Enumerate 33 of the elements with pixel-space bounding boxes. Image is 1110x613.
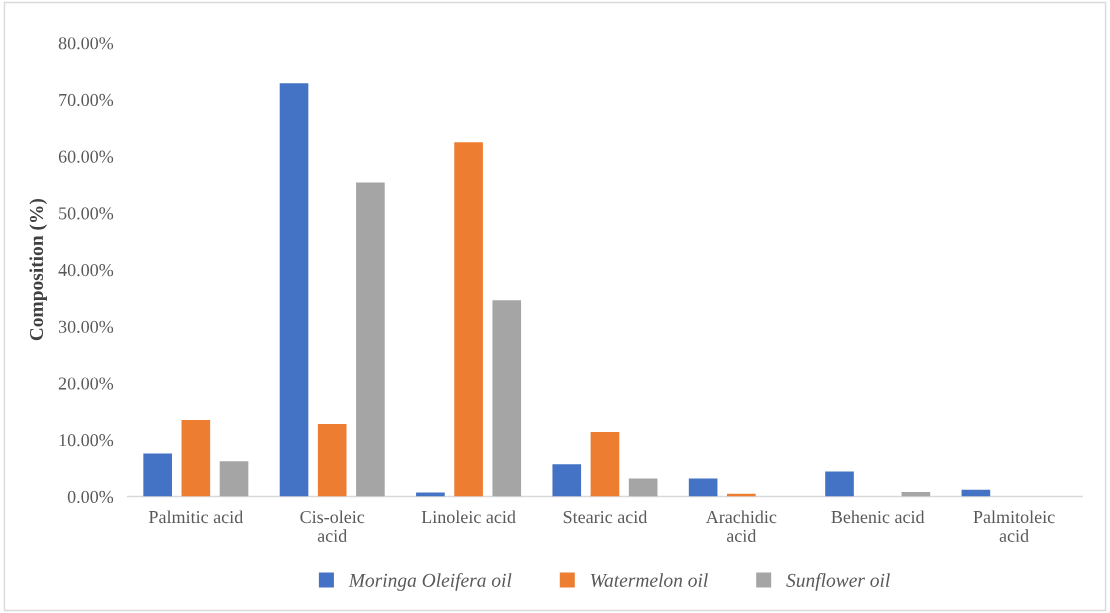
bar (143, 453, 172, 497)
y-tick-label: 10.00% (59, 434, 114, 447)
bar (454, 142, 483, 497)
x-tick-label: Linoleic acid (421, 510, 516, 524)
bar (552, 464, 582, 497)
bar (279, 83, 309, 497)
bar (688, 478, 718, 497)
y-tick-label: 40.00% (58, 263, 114, 277)
y-tick-label: 80.00% (58, 37, 114, 50)
x-tick-label: Palmitic acid (148, 510, 243, 524)
bar (356, 182, 385, 497)
x-tick-label: Cis-oleic acid (300, 510, 365, 543)
y-tick-label: 30.00% (58, 320, 114, 333)
y-axis-title: Composition (%) (29, 199, 47, 341)
x-tick-label: Arachidic acid (705, 510, 777, 543)
bar (219, 461, 249, 497)
x-tick-label: Palmitoleic acid (973, 510, 1055, 543)
x-tick-label: Stearic acid (563, 510, 648, 524)
bar (181, 419, 211, 497)
y-tick-label: 20.00% (58, 377, 114, 390)
bar (628, 478, 658, 497)
x-tick-label: Behenic acid (831, 510, 925, 524)
bar (492, 300, 522, 497)
legend-label: Moringa Oleifera oil (348, 573, 512, 591)
legend-label: Watermelon oil (590, 573, 708, 587)
y-tick-label: 50.00% (59, 207, 114, 220)
legend-label: Sunflower oil (786, 573, 890, 591)
bar (825, 471, 854, 497)
y-tick-label: 0.00% (67, 490, 114, 504)
bar (590, 431, 620, 497)
y-tick-label: 60.00% (58, 150, 114, 163)
y-tick-label: 70.00% (59, 93, 114, 107)
bar (317, 423, 347, 497)
